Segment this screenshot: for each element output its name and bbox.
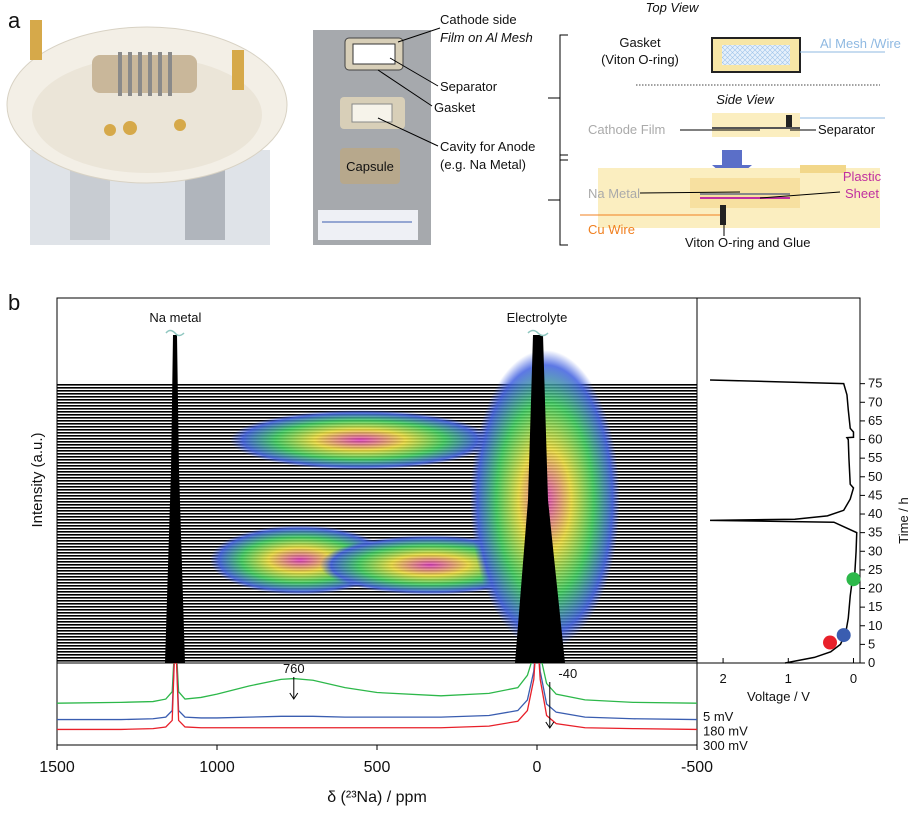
- x-tick-label: 0: [850, 671, 857, 686]
- legend-label: 180 mV: [703, 724, 748, 739]
- y-tick-label: 60: [868, 432, 882, 447]
- arrow-head: [545, 721, 555, 729]
- x-tick-label: 0: [533, 759, 542, 776]
- state-marker: [846, 572, 861, 587]
- y-tick-label: 5: [868, 636, 875, 651]
- callout: (e.g. Na Metal): [440, 157, 526, 172]
- y-tick-label: 10: [868, 618, 882, 633]
- spectra: [57, 663, 697, 731]
- annotation: 760: [283, 661, 305, 676]
- y-tick-label: 35: [868, 525, 882, 540]
- waterfall: [57, 329, 697, 663]
- schematic-label: Viton O-ring and Glue: [685, 235, 811, 250]
- x-axis-label: Voltage / V: [747, 689, 810, 704]
- x-tick-label: -500: [681, 759, 713, 776]
- voltage-curve: [710, 379, 858, 664]
- y-tick-label: 55: [868, 450, 882, 465]
- legend-label: 300 mV: [703, 738, 748, 753]
- schematic: [548, 34, 885, 246]
- y-tick-label: 40: [868, 506, 882, 521]
- x-tick-label: 1000: [199, 759, 235, 776]
- x-tick-label: 1500: [39, 759, 75, 776]
- y-tick-label: 20: [868, 581, 882, 596]
- y-tick-label: 15: [868, 599, 882, 614]
- x-axis-label: δ (²³Na) / ppm: [327, 789, 427, 806]
- callout-lines: [377, 27, 441, 147]
- callout: Separator: [440, 79, 498, 94]
- capsule-photo: Capsule: [313, 30, 431, 245]
- schematic-label: Gasket: [619, 35, 661, 50]
- panel-label: b: [8, 290, 20, 315]
- y-tick-label: 50: [868, 469, 882, 484]
- callout: Gasket: [434, 100, 476, 115]
- schematic-label: Plastic: [843, 169, 882, 184]
- plot-frame: [696, 297, 861, 664]
- y-tick-label: 45: [868, 487, 882, 502]
- x-tick-label: 500: [364, 759, 391, 776]
- photo-label: Capsule: [346, 159, 394, 174]
- y-tick-label: 70: [868, 394, 882, 409]
- panel-label: a: [8, 8, 21, 33]
- x-tick-label: 1: [785, 671, 792, 686]
- spectrum: [57, 663, 697, 704]
- y-tick-label: 75: [868, 376, 882, 391]
- legend-label: 5 mV: [703, 709, 734, 724]
- schematic-label: Na Metal: [588, 186, 640, 201]
- y-tick-label: 0: [868, 655, 875, 670]
- y-axis-label: Time / h: [896, 497, 911, 543]
- schematic-label: Separator: [818, 122, 876, 137]
- state-marker: [823, 635, 838, 650]
- schematic-label: Top View: [646, 0, 700, 15]
- schematic-label: Al Mesh /Wire: [820, 36, 901, 51]
- callout: Cavity for Anode: [440, 139, 535, 154]
- schematic-label: Cu Wire: [588, 222, 635, 237]
- y-axis-label: Intensity (a.u.): [29, 432, 46, 527]
- arrow-head: [289, 692, 299, 700]
- annotation: Na metal: [149, 310, 201, 325]
- schematic-label: Cathode Film: [588, 122, 665, 137]
- schematic-label: (Viton O-ring): [601, 52, 679, 67]
- annotation: -40: [558, 666, 577, 681]
- y-tick-label: 30: [868, 543, 882, 558]
- x-tick-label: 2: [719, 671, 726, 686]
- callout: Film on Al Mesh: [440, 30, 533, 45]
- cell-photo: [6, 20, 288, 245]
- schematic-label: Side View: [716, 92, 775, 107]
- spectrum: [57, 663, 697, 731]
- annotation: Electrolyte: [507, 310, 568, 325]
- y-tick-label: 65: [868, 413, 882, 428]
- y-tick-label: 25: [868, 562, 882, 577]
- callout: Cathode side: [440, 12, 517, 27]
- schematic-label: Sheet: [845, 186, 879, 201]
- state-marker: [836, 628, 851, 643]
